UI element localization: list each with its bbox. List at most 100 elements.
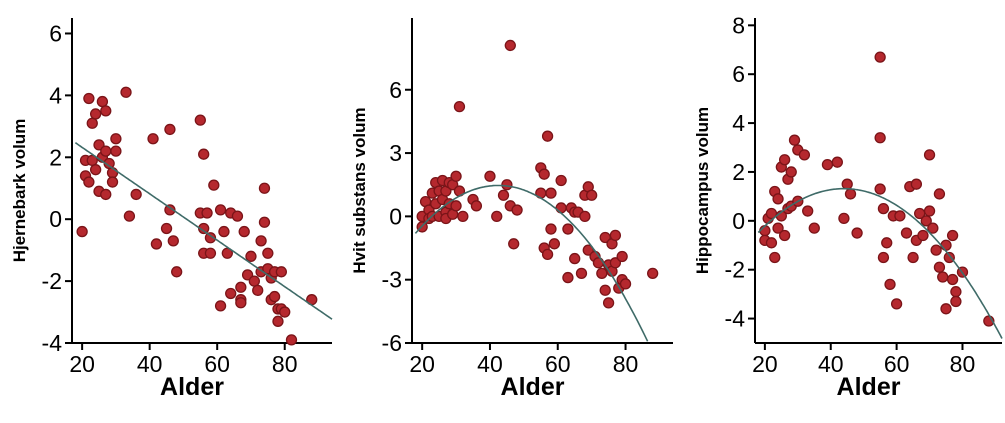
x-tick-label: 20 — [69, 351, 95, 377]
data-point — [616, 250, 628, 263]
x-tick-label: 40 — [477, 351, 503, 377]
data-point — [214, 204, 227, 216]
data-point — [575, 267, 588, 280]
data-point — [802, 205, 814, 217]
data-point — [100, 188, 112, 201]
data-point — [194, 114, 206, 126]
y-tick-label: -4 — [42, 330, 63, 356]
data-point — [470, 200, 483, 212]
data-point — [450, 200, 462, 212]
data-point — [874, 132, 886, 144]
data-point — [545, 223, 557, 235]
data-point — [511, 204, 523, 216]
data-point — [491, 210, 503, 223]
y-tick-label: -3 — [382, 267, 402, 293]
y-tick-label: -4 — [725, 306, 746, 332]
data-point — [83, 92, 95, 105]
data-point — [235, 281, 247, 293]
data-point — [933, 188, 946, 200]
data-point — [765, 237, 778, 249]
data-point — [917, 229, 929, 242]
y-tick-label: -2 — [42, 268, 62, 294]
data-point — [920, 215, 932, 227]
data-point — [255, 235, 267, 247]
data-point — [100, 145, 112, 157]
x-tick-label: 20 — [752, 351, 778, 377]
x-tick-label: 20 — [409, 351, 435, 377]
data-point — [874, 183, 886, 195]
data-point — [877, 202, 890, 215]
data-point — [258, 216, 271, 228]
data-point — [927, 222, 939, 234]
y-tick-label: 6 — [389, 77, 402, 103]
data-point — [838, 212, 850, 225]
data-point — [585, 189, 598, 201]
data-point — [130, 188, 142, 201]
data-point — [609, 229, 622, 242]
data-point — [923, 205, 936, 217]
panel-2: -6 -3 0 3 6 20 40 60 80 Alder Hvit substans volum — [350, 18, 673, 401]
y-tick-label: 2 — [732, 159, 745, 185]
data-point — [268, 290, 281, 303]
data-point — [647, 267, 659, 280]
data-point — [160, 222, 173, 235]
y-tick-label: 0 — [49, 206, 62, 232]
data-point — [204, 232, 217, 244]
x-tick-label: 80 — [613, 351, 639, 377]
data-point — [76, 225, 88, 238]
data-point — [453, 100, 466, 113]
data-point — [950, 286, 962, 298]
data-point — [555, 202, 567, 214]
data-point — [923, 149, 936, 161]
data-point — [877, 251, 890, 264]
y-axis-title: Hvit substans volum — [350, 107, 369, 273]
trend-line — [414, 184, 649, 342]
data-point — [579, 210, 591, 223]
data-point — [772, 222, 784, 234]
data-point — [881, 237, 893, 249]
data-point — [89, 164, 102, 176]
data-point — [497, 189, 510, 201]
data-point — [198, 148, 210, 160]
data-point — [150, 238, 163, 250]
y-tick-label: 0 — [389, 203, 402, 229]
data-point — [204, 247, 217, 259]
data-point — [86, 117, 98, 129]
data-point — [894, 210, 906, 222]
data-point — [940, 239, 952, 251]
data-point — [120, 86, 132, 98]
data-point — [851, 227, 863, 239]
y-tick-label: 4 — [49, 82, 62, 108]
y-tick-label: 0 — [732, 208, 745, 234]
data-point — [164, 123, 176, 136]
data-point — [450, 170, 462, 182]
y-tick-label: 8 — [732, 12, 745, 38]
x-tick-label: 80 — [950, 351, 976, 377]
data-point — [275, 266, 288, 278]
data-point — [201, 207, 213, 219]
x-tick-label: 40 — [137, 351, 163, 377]
data-point — [788, 134, 801, 146]
data-point — [221, 247, 233, 259]
data-point — [940, 303, 952, 315]
x-tick-label: 40 — [818, 351, 844, 377]
data-point — [619, 278, 632, 290]
data-point — [844, 188, 857, 200]
data-point — [910, 178, 923, 190]
data-point — [235, 297, 247, 309]
data-point — [508, 238, 520, 250]
data-point — [285, 334, 298, 346]
data-point — [562, 271, 574, 284]
data-point — [943, 251, 955, 264]
y-tick-label: 6 — [49, 20, 62, 46]
data-point — [562, 223, 574, 235]
data-point — [147, 133, 159, 145]
data-point — [596, 267, 608, 280]
data-point — [484, 170, 496, 182]
panel-1: -4 -2 0 2 4 6 20 40 60 80 Alder Hjernebark volum — [10, 18, 333, 401]
data-point — [884, 278, 896, 291]
y-axis-title: Hjernebark volum — [10, 119, 29, 263]
data-point — [808, 222, 820, 234]
data-point — [946, 229, 959, 242]
